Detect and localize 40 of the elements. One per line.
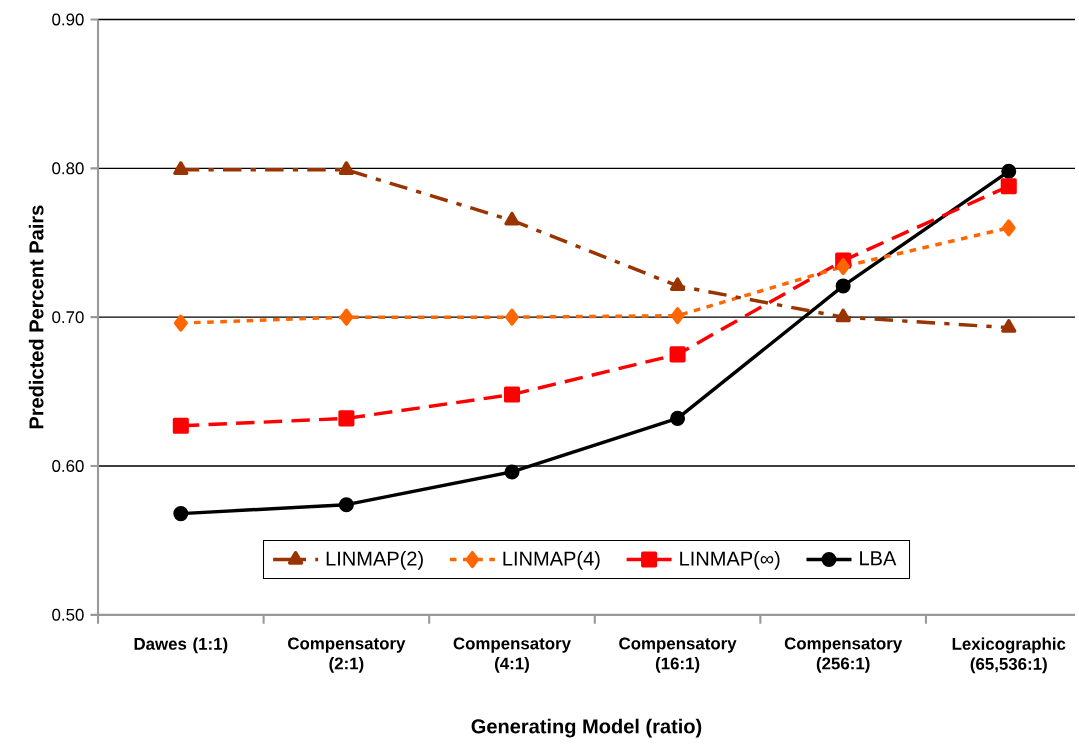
point xyxy=(338,161,355,176)
x-tick-label: Dawes (1:1) xyxy=(134,637,228,654)
point xyxy=(173,314,188,332)
y-tick-label: 0.70 xyxy=(52,311,84,324)
point xyxy=(338,410,355,427)
point xyxy=(1001,164,1017,180)
point xyxy=(835,278,851,294)
legend-label: LINMAP(2) xyxy=(326,551,423,570)
y-tick-label: 0.50 xyxy=(52,609,84,622)
point xyxy=(835,308,851,323)
point xyxy=(173,161,189,176)
y-tick-label: 0.60 xyxy=(52,460,84,473)
x-tick-label: Compensatory (4:1) xyxy=(453,637,571,674)
point xyxy=(338,497,354,513)
point xyxy=(670,411,686,427)
x-tick-label: Compensatory (16:1) xyxy=(619,637,737,674)
point xyxy=(669,346,686,363)
point xyxy=(669,277,686,292)
x-tick-label: Compensatory (2:1) xyxy=(288,637,406,674)
point xyxy=(670,307,685,325)
point xyxy=(1000,178,1017,195)
point xyxy=(504,464,520,480)
x-axis-title: Generating Model (ratio) xyxy=(471,718,702,738)
legend-label: LINMAP(∞) xyxy=(680,551,780,570)
legend-label: LBA xyxy=(860,551,897,566)
point xyxy=(172,417,189,435)
point xyxy=(836,258,851,276)
y-axis-title: Predicted Percent Pairs xyxy=(28,205,44,429)
point xyxy=(1001,219,1016,237)
point xyxy=(504,212,520,226)
y-tick-label: 0.80 xyxy=(52,162,84,175)
point xyxy=(505,308,519,326)
point xyxy=(503,386,521,403)
point xyxy=(173,506,189,522)
point xyxy=(1001,319,1017,333)
point xyxy=(339,308,354,326)
legend-label: LINMAP(4) xyxy=(503,551,600,570)
x-tick-label: Lexicographic (65,536:1) xyxy=(952,637,1066,674)
x-tick-label: Compensatory (256:1) xyxy=(784,637,903,674)
y-tick-label: 0.90 xyxy=(52,13,84,26)
